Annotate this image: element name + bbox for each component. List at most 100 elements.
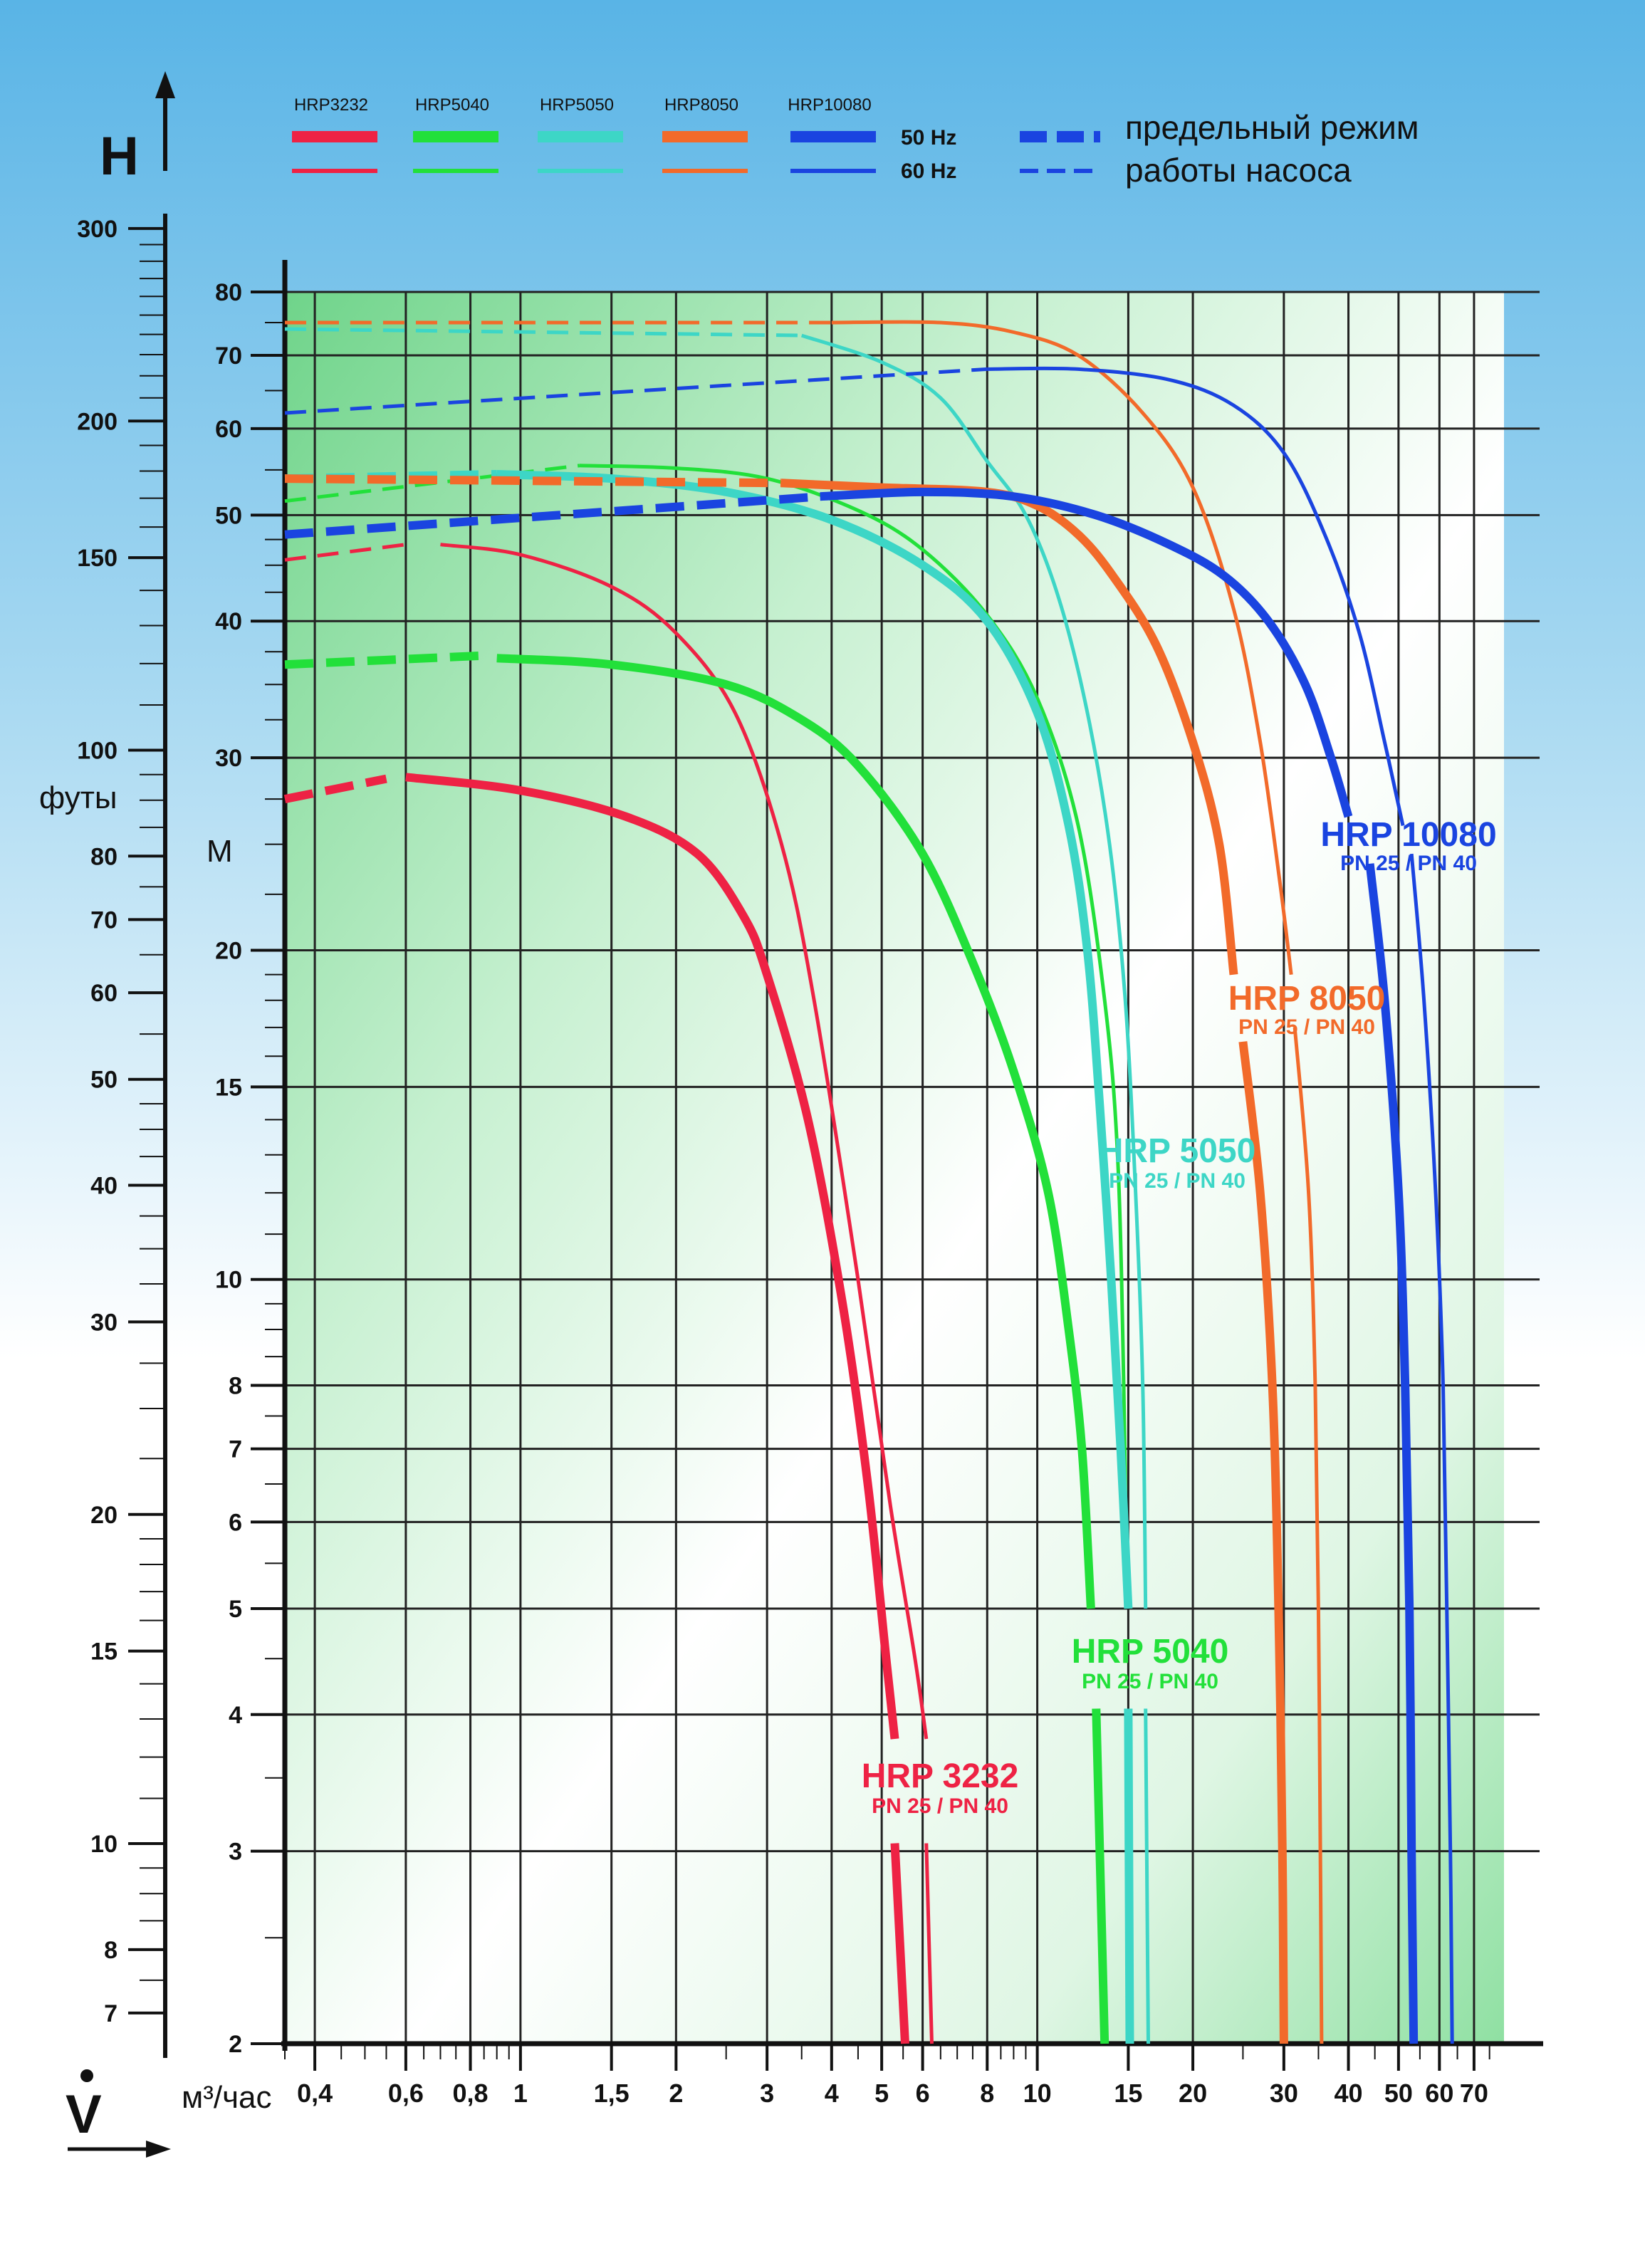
y-tick-label: 8 — [229, 1373, 242, 1400]
hrp10080-hz60-limit-line — [284, 367, 988, 415]
x-tick-label: 10 — [1023, 2079, 1052, 2108]
feet-tick-label: 100 — [77, 737, 118, 764]
x-tick-label: 1 — [513, 2079, 528, 2108]
hrp8050-label-sub: PN 25 / PN 40 — [1238, 1015, 1375, 1039]
hrp10080-hz50-curve — [820, 487, 1353, 818]
feet-axis-ticks: 7 8 10 15 20 30 40 50 60 70 80 100 150 200 300 — [77, 216, 165, 2027]
y-tick-label: 6 — [229, 1509, 242, 1536]
hrp3232-hz60-tail — [924, 1843, 934, 2044]
hrp3232-hz60-limit-line — [284, 543, 407, 562]
feet-tick-label: 150 — [77, 545, 118, 572]
hrp10080-label-title: HRP 10080 — [1320, 816, 1496, 854]
x-tick-label: 70 — [1460, 2079, 1488, 2108]
hrp5050-hz50-curve — [496, 470, 1133, 1609]
y-tick-label: 20 — [215, 937, 242, 964]
x-tick-label: 4 — [825, 2079, 839, 2108]
legend: HRP3232 HRP5040 HRP5050 HRP8050 HRP10080 50 H… — [292, 95, 1419, 189]
feet-tick-label: 15 — [90, 1639, 118, 1666]
x-tick-label: 1,5 — [594, 2079, 630, 2108]
hrp3232-hz50-tail — [890, 1843, 909, 2044]
feet-axis-unit: футы — [39, 780, 117, 815]
y-tick-label: 3 — [229, 1839, 242, 1866]
feet-tick-label: 80 — [90, 843, 118, 870]
x-tick-label: 15 — [1114, 2079, 1142, 2108]
hrp8050-hz60-curve — [831, 320, 1293, 976]
hrp5050-hz60-limit-line — [284, 327, 802, 338]
x-axis-ticks: 0,4 0,6 0,8 1 1,5 2 3 4 5 6 8 10 15 20 30 40 50 60 70 — [284, 2044, 1490, 2108]
hrp5040-hz50-curve — [496, 654, 1095, 1609]
legend-label-hrp10080: HRP10080 — [788, 95, 871, 115]
hrp3232-hz50-curve — [405, 773, 899, 1740]
x-tick-label: 0,4 — [297, 2079, 333, 2108]
hrp5040-label-title: HRP 5040 — [1072, 1633, 1229, 1671]
y-tick-label: 60 — [215, 416, 242, 443]
y-axis-ticks: 2 3 4 5 6 7 8 10 15 20 30 40 50 60 70 80 — [215, 279, 285, 2058]
y-tick-label: 50 — [215, 502, 242, 529]
y-tick-label: 7 — [229, 1436, 242, 1463]
y-tick-label: 30 — [215, 745, 242, 772]
hrp10080-hz50-tail — [1365, 863, 1419, 2044]
hrp10080-hz50-limit-line — [284, 492, 821, 539]
x-tick-label: 8 — [980, 2079, 994, 2108]
feet-tick-label: 40 — [90, 1173, 118, 1200]
x-tick-label: 30 — [1270, 2079, 1298, 2108]
plot-area — [285, 292, 1504, 2044]
hrp5050-label-sub: PN 25 / PN 40 — [1109, 1169, 1246, 1193]
hrp8050-hz50-tail — [1238, 1041, 1288, 2044]
y-tick-label: 4 — [229, 1702, 242, 1729]
legend-label-hrp3232: HRP3232 — [294, 95, 368, 115]
legend-limit-line1: предельный режим — [1125, 109, 1419, 146]
hrp5040-hz50-limit-line — [284, 651, 484, 669]
hrp3232-label-sub: PN 25 / PN 40 — [872, 1794, 1008, 1818]
x-tick-label: 60 — [1425, 2079, 1453, 2108]
feet-tick-label: 60 — [90, 980, 118, 1007]
hrp5050-label-title: HRP 5050 — [1099, 1132, 1256, 1170]
feet-tick-label: 50 — [90, 1067, 118, 1094]
feet-tick-label: 300 — [77, 216, 118, 243]
hrp5040-label-sub: PN 25 / PN 40 — [1082, 1670, 1218, 1693]
feet-tick-label: 7 — [104, 2000, 118, 2027]
hrp3232-hz60-curve — [440, 543, 929, 1740]
legend-label-hrp5050: HRP5050 — [540, 95, 614, 115]
x-axis-title: V — [66, 2084, 102, 2145]
hrp8050-label-title: HRP 8050 — [1228, 980, 1386, 1018]
feet-tick-label: 20 — [90, 1502, 118, 1529]
legend-limit-line2: работы насоса — [1125, 152, 1352, 189]
legend-label-hrp5040: HRP5040 — [415, 95, 489, 115]
y-tick-label: 40 — [215, 608, 242, 635]
hrp8050-hz60-tail — [1292, 1027, 1324, 2044]
feet-tick-label: 70 — [90, 906, 118, 934]
v-dot — [80, 2069, 93, 2082]
x-tick-label: 20 — [1179, 2079, 1207, 2108]
hrp3232-hz50-limit-line — [283, 774, 387, 803]
x-tick-label: 2 — [669, 2079, 683, 2108]
hrp10080-label-sub: PN 25 / PN 40 — [1340, 852, 1477, 875]
hrp10080-hz60-tail — [1409, 853, 1454, 2044]
y-tick-label: 5 — [229, 1596, 242, 1623]
x-tick-label: 5 — [874, 2079, 889, 2108]
v-arrow-head — [146, 2141, 171, 2158]
hrp5050-hz50-tail — [1124, 1708, 1134, 2044]
hrp10080-hz60-curve — [987, 366, 1405, 827]
y-tick-label: 70 — [215, 343, 242, 370]
y-tick-label: 15 — [215, 1074, 242, 1101]
y-axis-title: H — [100, 126, 139, 187]
y-tick-label: 80 — [215, 279, 242, 306]
x-tick-label: 3 — [760, 2079, 774, 2108]
grid-lines — [285, 291, 1540, 2045]
x-tick-label: 6 — [916, 2079, 930, 2108]
feet-tick-label: 8 — [104, 1937, 118, 1964]
legend-50hz-label: 50 Hz — [901, 126, 956, 150]
x-tick-label: 50 — [1384, 2079, 1413, 2108]
feet-tick-label: 200 — [77, 408, 118, 435]
legend-60hz-label: 60 Hz — [901, 160, 956, 183]
x-tick-label: 0,8 — [453, 2079, 489, 2108]
y-axis-unit: М — [207, 834, 233, 869]
hrp8050-hz50-limit-line — [284, 474, 782, 488]
feet-tick-label: 30 — [90, 1309, 118, 1336]
hrp5050-hz60-tail — [1144, 1708, 1150, 2044]
hrp5040-hz50-tail — [1092, 1708, 1109, 2044]
